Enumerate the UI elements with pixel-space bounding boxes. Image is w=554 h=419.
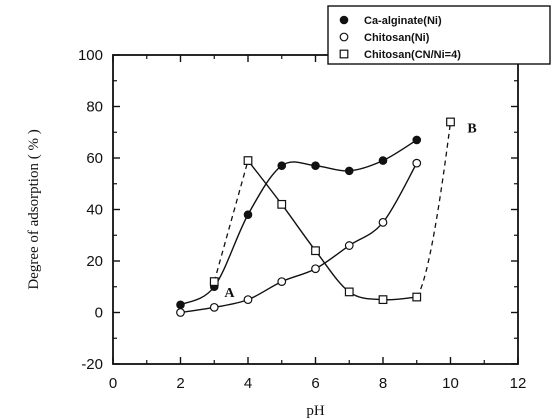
chitosan-cn-point — [446, 117, 455, 127]
x-tick-label: 0 — [109, 375, 117, 392]
chitosan-ni-point — [209, 302, 219, 312]
annotations: AB — [224, 121, 476, 301]
legend-marker — [339, 15, 349, 25]
axes: 0 2 4 6 8 10 12 100 80 60 40 20 0 -20 pH Degree of adso… — [26, 47, 526, 419]
chitosan-ni-point — [176, 308, 185, 317]
ca-alginate-point — [412, 135, 422, 145]
ca-alginate-point — [176, 300, 185, 310]
series-layer — [176, 117, 455, 317]
chitosan-ni-point — [243, 295, 253, 305]
y-tick-label: -20 — [81, 356, 103, 373]
legend-label: Chitosan(CN/Ni=4) — [364, 49, 461, 61]
x-axis-title: pH — [306, 403, 325, 419]
chitosan-ni-point — [412, 158, 422, 168]
plot-frame — [112, 54, 519, 365]
ca-alginate-point — [344, 166, 354, 176]
legend-marker — [339, 49, 349, 59]
chitosan-ni-point — [344, 241, 354, 250]
x-tick-label: 12 — [510, 375, 527, 392]
chitosan-cn-point — [243, 156, 253, 165]
y-tick-label: 100 — [78, 47, 103, 64]
ca-alginate-point — [243, 210, 253, 219]
y-tick-label: 60 — [86, 150, 103, 167]
chitosan-cn-point — [378, 295, 388, 305]
y-axis-title: Degree of adsorption ( % ) — [26, 129, 42, 289]
legend-marker — [339, 32, 349, 42]
chitosan-cn-point — [209, 277, 219, 286]
chitosan-cn-dashed-rise-b — [416, 121, 452, 298]
chitosan-cn-curve — [247, 160, 417, 301]
y-tick-label: 0 — [95, 305, 103, 322]
chitosan-cn-dashed-rise-a — [213, 160, 249, 282]
annotation-label-b: B — [467, 121, 476, 136]
legend-label: Chitosan(Ni) — [364, 32, 430, 44]
legend-box — [327, 5, 551, 65]
x-tick-label: 10 — [442, 375, 459, 392]
y-tick-label: 80 — [86, 99, 103, 116]
x-tick-label: 6 — [311, 375, 319, 392]
ca-alginate-point — [378, 156, 388, 165]
y-tick-label: 20 — [86, 253, 103, 270]
legend-label: Ca-alginate(Ni) — [364, 15, 442, 27]
chitosan-ni-point — [277, 277, 287, 287]
chitosan-cn-point — [277, 199, 287, 209]
x-tick-label: 8 — [379, 375, 387, 392]
legend: Ca-alginate(Ni) Chitosan(Ni) Chitosan(CN/N… — [327, 5, 551, 65]
chitosan-cn-point — [311, 246, 320, 256]
annotation-label-a: A — [224, 286, 235, 301]
x-tick-label: 4 — [244, 375, 252, 392]
ca-alginate-point — [311, 161, 320, 171]
ca-alginate-point — [277, 161, 287, 171]
chitosan-cn-point — [412, 292, 422, 302]
x-tick-label: 2 — [176, 375, 184, 392]
chitosan-ni-point — [311, 264, 320, 274]
chitosan-cn-point — [344, 287, 354, 297]
chitosan-ni-point — [378, 217, 388, 227]
y-tick-label: 40 — [86, 202, 103, 219]
